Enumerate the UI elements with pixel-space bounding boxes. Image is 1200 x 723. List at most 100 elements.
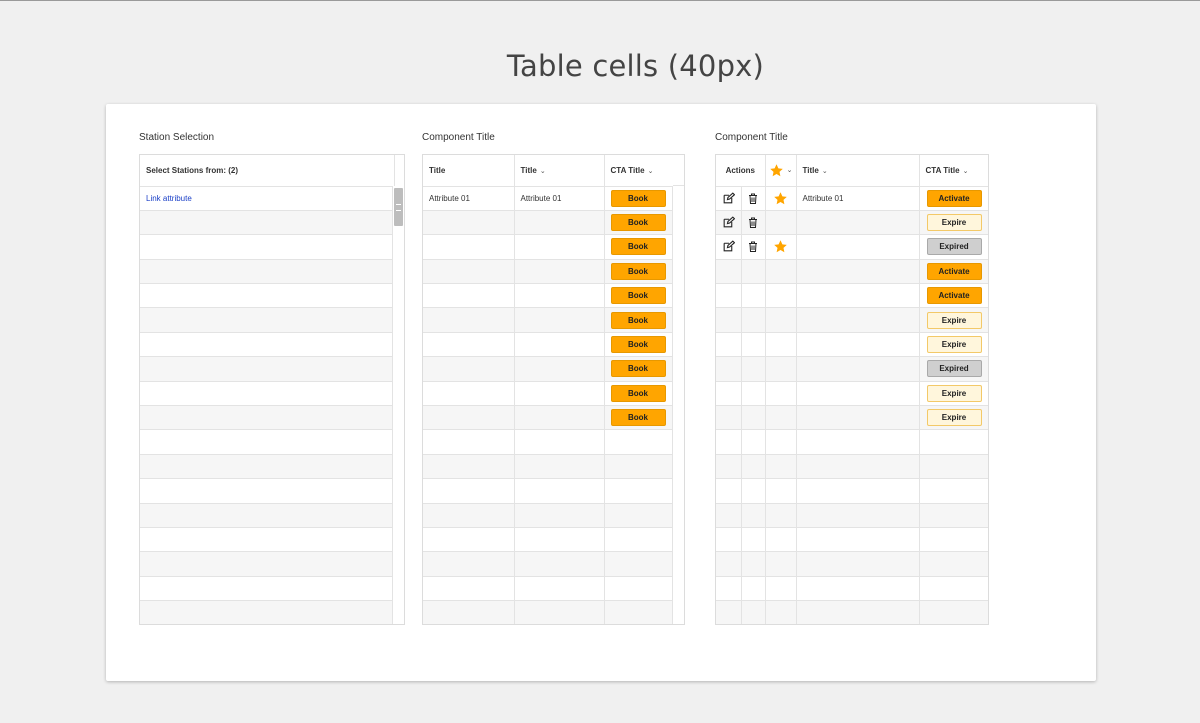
expired-button[interactable]: Expired bbox=[926, 360, 982, 378]
table-row: Expire bbox=[716, 210, 988, 236]
book-button[interactable]: Book bbox=[610, 384, 666, 402]
title-cell bbox=[423, 381, 515, 407]
table-cell bbox=[796, 527, 920, 553]
station-link-cell[interactable]: Link attribute bbox=[140, 186, 395, 211]
edit-cell[interactable] bbox=[716, 210, 742, 236]
title-cell bbox=[423, 307, 515, 333]
scrollbar-thumb[interactable] bbox=[394, 188, 403, 226]
title-cell bbox=[514, 381, 605, 407]
edit-icon bbox=[723, 240, 735, 252]
table-cell bbox=[140, 356, 395, 382]
delete-cell[interactable] bbox=[741, 234, 766, 260]
table-cell bbox=[919, 600, 988, 624]
table-cell bbox=[919, 576, 988, 602]
table-cell bbox=[604, 478, 674, 504]
chevron-down-icon: ⌄ bbox=[647, 167, 654, 175]
activate-button[interactable]: Activate bbox=[926, 189, 982, 207]
chevron-down-icon: ⌄ bbox=[821, 167, 828, 175]
table-cell bbox=[140, 234, 395, 260]
column-header-cta[interactable]: CTA Title ⌄ bbox=[919, 155, 988, 187]
scrollbar[interactable] bbox=[392, 186, 404, 624]
edit-cell bbox=[716, 381, 742, 407]
cta-cell: Book bbox=[604, 259, 674, 285]
book-button[interactable]: Book bbox=[610, 238, 666, 256]
cta-cell: Expire bbox=[919, 210, 988, 236]
table-cell bbox=[741, 576, 766, 602]
table-cell bbox=[514, 503, 605, 528]
table-cell bbox=[716, 551, 742, 577]
edit-cell bbox=[716, 307, 742, 333]
delete-cell[interactable] bbox=[741, 186, 766, 211]
cta-cell: Expired bbox=[919, 356, 988, 382]
star-icon[interactable] bbox=[773, 191, 788, 206]
expired-button[interactable]: Expired bbox=[926, 238, 982, 256]
table-cell bbox=[796, 429, 920, 455]
title-cell bbox=[423, 210, 515, 236]
edit-cell[interactable] bbox=[716, 234, 742, 260]
title-cell bbox=[514, 356, 605, 382]
favorite-cell bbox=[765, 381, 797, 407]
book-button[interactable]: Book bbox=[610, 311, 666, 329]
table-row: Expired bbox=[716, 356, 988, 382]
cta-cell: Book bbox=[604, 186, 674, 211]
table-row: Expire bbox=[716, 381, 988, 407]
column-header-title-sort[interactable]: Title ⌄ bbox=[514, 155, 605, 187]
cta-cell: Book bbox=[604, 307, 674, 333]
table-cell bbox=[423, 576, 515, 602]
book-button[interactable]: Book bbox=[610, 214, 666, 232]
column-header-title[interactable]: Title ⌄ bbox=[796, 155, 920, 187]
expire-button[interactable]: Expire bbox=[926, 214, 982, 232]
table-cell bbox=[765, 503, 797, 528]
book-button[interactable]: Book bbox=[610, 189, 666, 207]
expire-button[interactable]: Expire bbox=[926, 311, 982, 329]
activate-button[interactable]: Activate bbox=[926, 287, 982, 305]
column-header-favorite[interactable]: ⌄ bbox=[765, 155, 797, 187]
cta-cell: Book bbox=[604, 283, 674, 309]
table-row: Book bbox=[423, 234, 674, 260]
table-row bbox=[140, 503, 395, 528]
table-row bbox=[140, 527, 395, 553]
link-attribute[interactable]: Link attribute bbox=[146, 193, 192, 203]
edit-icon bbox=[723, 216, 735, 228]
cta-cell: Expire bbox=[919, 332, 988, 358]
expire-button[interactable]: Expire bbox=[926, 409, 982, 427]
table-cell bbox=[741, 527, 766, 553]
book-button[interactable]: Book bbox=[610, 287, 666, 305]
table-cell bbox=[423, 527, 515, 553]
table-cell bbox=[514, 429, 605, 455]
activate-button[interactable]: Activate bbox=[926, 262, 982, 280]
table-row bbox=[716, 503, 988, 528]
title-cell bbox=[796, 356, 920, 382]
table-row: Link attribute bbox=[140, 186, 395, 211]
title-cell: Attribute 01 bbox=[423, 186, 515, 211]
table-cell bbox=[514, 527, 605, 553]
book-button[interactable]: Book bbox=[610, 360, 666, 378]
title-cell bbox=[514, 307, 605, 333]
expire-button[interactable]: Expire bbox=[926, 336, 982, 354]
table-cell bbox=[423, 478, 515, 504]
table-cell bbox=[796, 576, 920, 602]
column-header-cta[interactable]: CTA Title ⌄ bbox=[604, 155, 674, 187]
book-button[interactable]: Book bbox=[610, 409, 666, 427]
table-row: Book bbox=[423, 259, 674, 285]
title-cell bbox=[514, 259, 605, 285]
star-icon[interactable] bbox=[773, 239, 788, 254]
title-cell bbox=[423, 405, 515, 431]
component-table-3: Actions ⌄ Title ⌄ CTA Title ⌄ Attribute 01… bbox=[715, 154, 989, 625]
table-row: Book bbox=[423, 405, 674, 431]
table-row bbox=[140, 210, 395, 236]
delete-cell[interactable] bbox=[741, 210, 766, 236]
scrollbar-track[interactable] bbox=[672, 186, 684, 624]
table-row bbox=[716, 478, 988, 504]
book-button[interactable]: Book bbox=[610, 336, 666, 354]
table-cell bbox=[604, 551, 674, 577]
favorite-cell bbox=[765, 283, 797, 309]
table-cell bbox=[604, 503, 674, 528]
book-button[interactable]: Book bbox=[610, 262, 666, 280]
table-cell bbox=[140, 503, 395, 528]
expire-button[interactable]: Expire bbox=[926, 384, 982, 402]
column-header-title[interactable]: Title bbox=[423, 155, 515, 187]
table-cell bbox=[741, 454, 766, 480]
edit-cell[interactable] bbox=[716, 186, 742, 211]
table-cell bbox=[716, 478, 742, 504]
